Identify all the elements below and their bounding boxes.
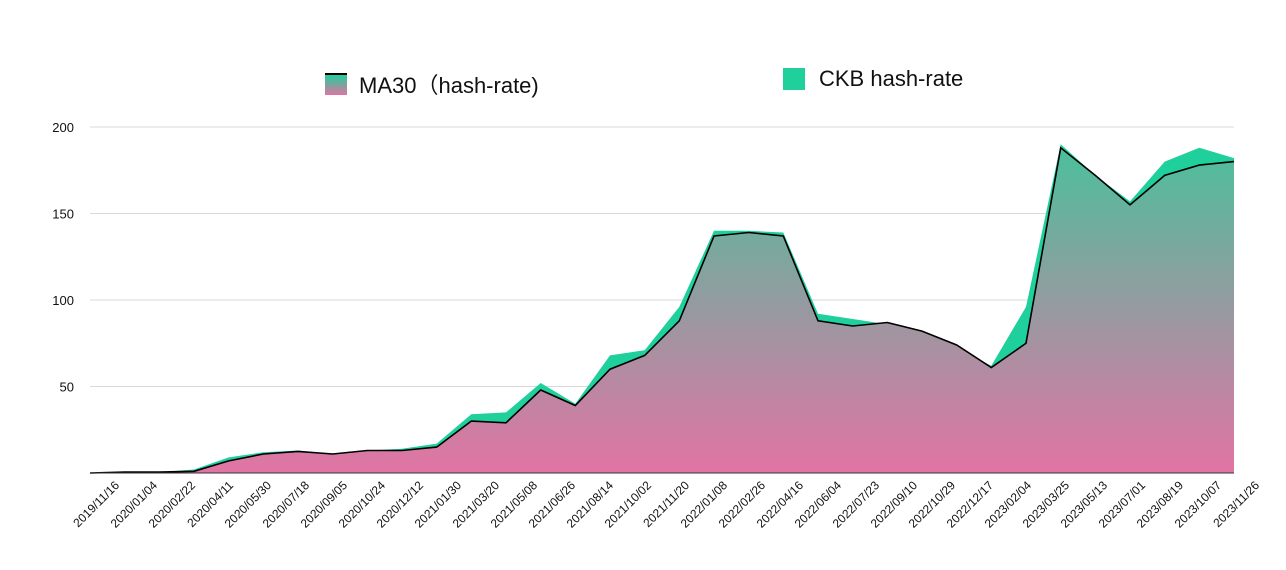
- y-tick-label: 200: [52, 120, 74, 135]
- x-axis-ticks: 2019/11/162020/01/042020/02/222020/04/11…: [70, 478, 1262, 531]
- ma30-line: [89, 146, 1235, 474]
- ckb-swatch-icon: [783, 68, 805, 90]
- y-tick-label: 150: [52, 207, 74, 222]
- legend-label-ckb: CKB hash-rate: [819, 66, 964, 91]
- y-tick-label: 50: [60, 380, 74, 395]
- legend-item-ma30: MA30（hash-rate): [325, 68, 539, 100]
- legend-label-ma30: MA30（hash-rate): [359, 73, 539, 98]
- ma30-swatch-icon: [325, 73, 347, 95]
- legend-item-ckb: CKB hash-rate: [783, 66, 963, 92]
- y-axis-ticks: 50 100 150 200: [52, 120, 74, 395]
- ma30-area: [90, 147, 1234, 474]
- y-tick-label: 100: [52, 293, 74, 308]
